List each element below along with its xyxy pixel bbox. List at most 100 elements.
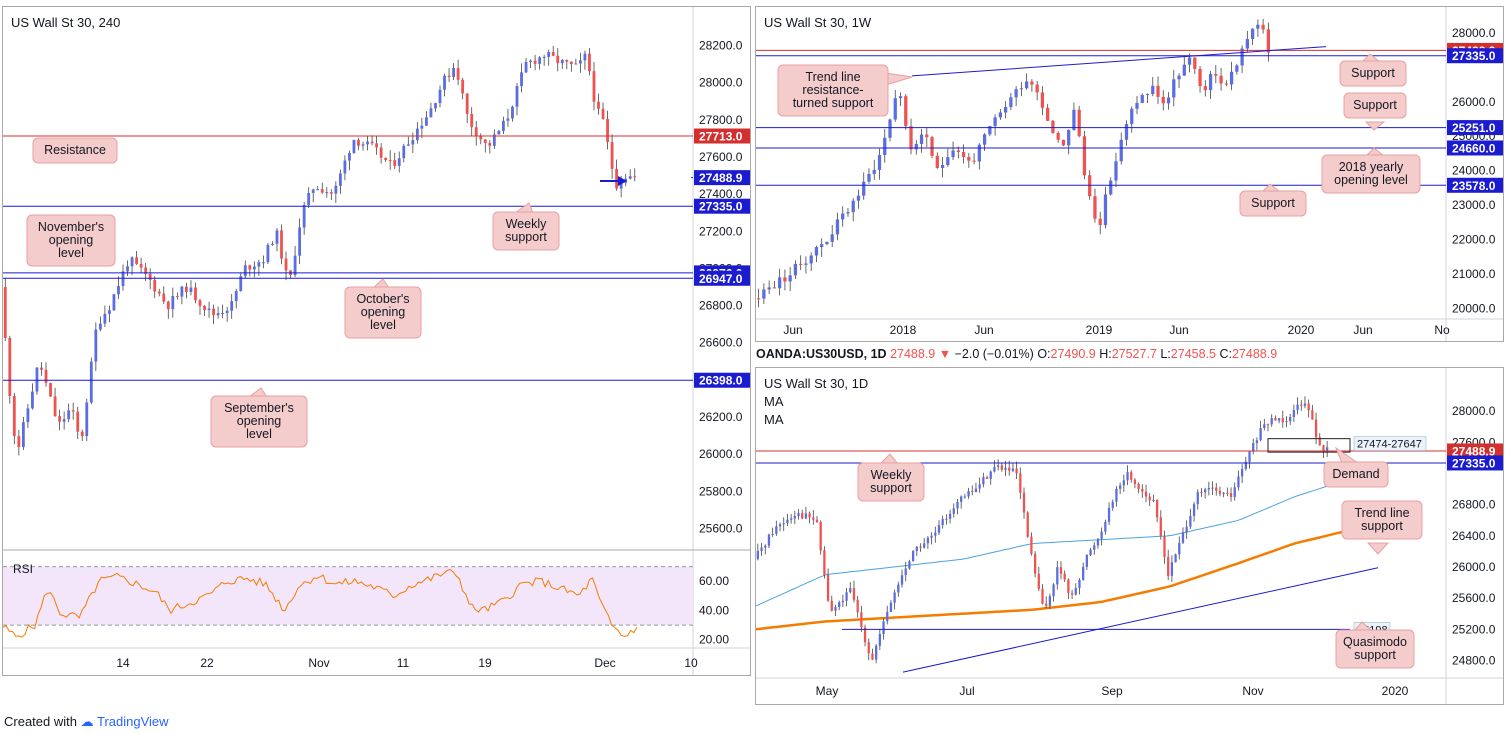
h4-chart-svg[interactable]: 28200.0 28000.0 27800.0 27600.0 27400.0 27200… [3, 7, 750, 675]
callout-september-text: level [246, 427, 272, 441]
weekly-chart-panel[interactable]: US Wall St 30, 1W 28000.0 26000.0 25000.0 2… [755, 6, 1504, 342]
h4-candle [343, 160, 347, 174]
daily-candle [1137, 483, 1140, 489]
weekly-chart-svg[interactable]: 28000.026000.025000.024000.023000.022000… [756, 7, 1503, 341]
weekly-level-2-tag-label: 25251.0 [1452, 121, 1496, 135]
daily-chart-svg[interactable]: 28000.027600.026800.026400.026000.025600… [756, 368, 1503, 704]
y-tick-label: 23000.0 [1452, 198, 1496, 212]
h4-candle [402, 145, 406, 159]
ma-blue-line [756, 480, 1343, 607]
daily-candle [1200, 492, 1203, 494]
h4-candle [130, 257, 134, 267]
daily-candle [941, 519, 944, 526]
h4-candle [207, 308, 211, 310]
daily-candle [1233, 487, 1236, 498]
weekly-candle [967, 157, 971, 161]
daily-candle [1111, 501, 1114, 508]
weekly-candle [1256, 24, 1260, 29]
h4-last-price-tag [694, 170, 750, 186]
weekly-candle [1135, 102, 1139, 109]
daily-candle [1130, 472, 1133, 480]
h4-candle [352, 139, 356, 153]
x-tick-label: Nov [1242, 684, 1263, 698]
y-tick-label: 28000.0 [1452, 26, 1496, 40]
y-tick-label: 26000.0 [1452, 95, 1496, 109]
h4-candle [194, 287, 197, 301]
weekly-level-1-tag [1447, 48, 1503, 64]
weekly-candle [1266, 29, 1271, 53]
weekly-candle [1082, 136, 1087, 176]
weekly-candle [1093, 196, 1097, 219]
daily-candle [915, 546, 918, 551]
weekly-candle [846, 212, 850, 214]
daily-candle [1067, 579, 1070, 594]
ohlc-open: 27490.9 [1050, 347, 1096, 361]
h4-candle [234, 290, 238, 302]
weekly-candle [841, 213, 845, 220]
daily-candle [1307, 403, 1310, 411]
callout-september-text: September's [224, 401, 294, 415]
weekly-candle [940, 164, 945, 169]
weekly-candle [830, 234, 834, 242]
y-tick-label: 21000.0 [1452, 267, 1496, 281]
h4-candle [175, 296, 179, 298]
callout-daily-weekly-support-box [857, 462, 925, 502]
h4-candle [53, 396, 57, 417]
daily-candle [838, 602, 841, 608]
weekly-candle [1056, 132, 1060, 140]
daily-candle [945, 518, 948, 520]
daily-candle [1152, 499, 1155, 501]
callout-support-2-pointer [1364, 121, 1386, 131]
daily-level-0-tag [1447, 443, 1503, 459]
callout-september-text: opening [237, 414, 282, 428]
h4-chart-title: US Wall St 30, 240 [11, 15, 121, 30]
weekly-candle [982, 134, 987, 145]
h4-candle [117, 286, 120, 295]
weekly-candle [1193, 57, 1197, 69]
weekly-candle [778, 277, 782, 289]
tradingview-logo-icon: ☁ [80, 714, 94, 729]
h4-candle [456, 67, 460, 80]
weekly-candle [1051, 120, 1055, 133]
y-tick-label: 28000.0 [699, 76, 743, 90]
h4-candle [280, 230, 283, 259]
daily-candle [1270, 417, 1273, 425]
callout-support-1-text: Support [1351, 66, 1395, 80]
daily-candle [1082, 566, 1085, 580]
h4-candle [126, 266, 129, 272]
weekly-candle [1182, 64, 1186, 76]
h4-candle [334, 185, 338, 194]
daily-candle [1089, 549, 1092, 555]
h4-candle [619, 182, 623, 189]
y-tick-label: 26000.0 [1452, 560, 1496, 574]
daily-candle [1008, 467, 1011, 471]
daily-candle [1037, 573, 1040, 589]
daily-candle [849, 588, 852, 593]
ohlc-close-label: C: [1219, 347, 1232, 361]
weekly-candle [804, 263, 808, 265]
callout-september-box [210, 395, 308, 448]
h4-candle [556, 55, 560, 64]
y-tick-label: 27400.0 [699, 187, 743, 201]
h4-candle [434, 103, 437, 109]
h4-candle [12, 396, 16, 437]
weekly-trend-line [911, 46, 1327, 77]
h4-candle [524, 61, 528, 73]
daily-chart-panel[interactable]: US Wall St 30, 1D MA MA 28000.0 27600.0 26… [755, 367, 1504, 705]
h4-chart-panel[interactable]: US Wall St 30, 240 28200.0 28000.0 27800.0… [2, 6, 751, 676]
h4-candle [474, 127, 478, 137]
h4-candle [252, 266, 256, 270]
daily-candle [852, 588, 856, 600]
daily-candle [1063, 573, 1066, 580]
daily-candle [1159, 517, 1162, 537]
h4-candle [162, 293, 166, 302]
x-tick-label: No [1434, 323, 1450, 337]
h4-candle [606, 118, 609, 143]
footer-brand[interactable]: TradingView [97, 714, 169, 729]
h4-candle [529, 60, 532, 62]
daily-candle [1004, 467, 1007, 470]
daily-candle [797, 512, 800, 517]
daily-candle [1281, 418, 1284, 423]
h4-candle [379, 147, 383, 158]
daily-candle [834, 607, 837, 611]
